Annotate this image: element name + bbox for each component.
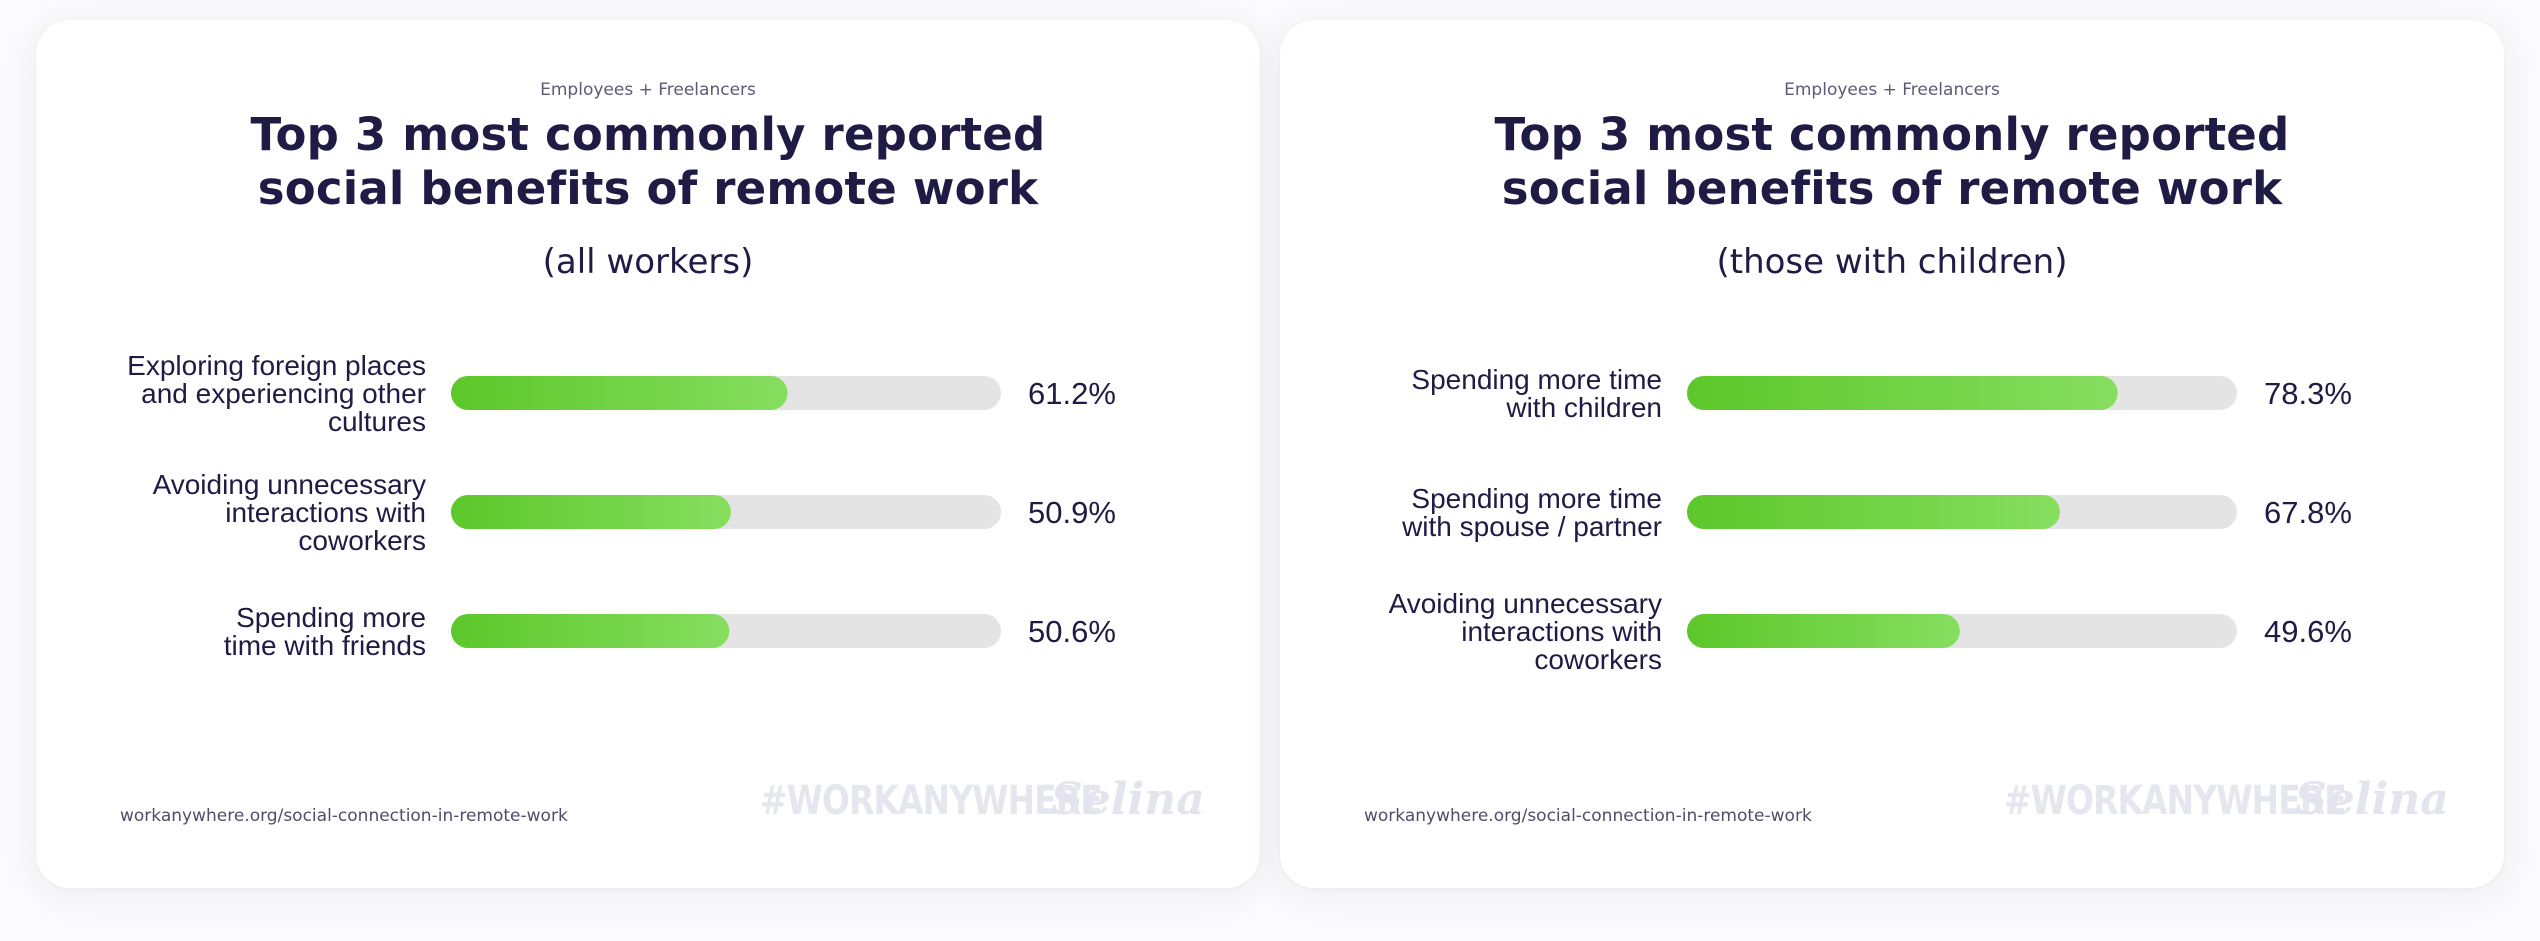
chart-title-line-2: social benefits of remote work <box>257 162 1039 215</box>
bar-value <box>1687 495 2060 529</box>
category-label-line: Spending more time <box>1411 483 1662 514</box>
chart-subtitle: (those with children) <box>1716 242 2068 282</box>
bar-chart-all-workers: Exploring foreign places and experiencing… <box>127 350 1116 661</box>
category-label-line: Spending more <box>236 602 426 633</box>
bar-row: Avoiding unnecessary interactions with cow… <box>1389 588 2352 675</box>
category-label-line: time with friends <box>224 630 426 661</box>
value-label: 61.2% <box>1028 376 1116 411</box>
chart-title-line-1: Top 3 most commonly reported <box>250 108 1046 161</box>
category-label-line: and experiencing other <box>141 378 426 409</box>
category-label: Spending more time with friends <box>224 602 426 661</box>
value-label: 50.6% <box>1028 614 1116 649</box>
card-content: Employees + Freelancers Top 3 most commo… <box>1280 20 2504 888</box>
source-url: workanywhere.org/social-connection-in-re… <box>1364 806 1812 826</box>
bar-row: Avoiding unnecessary interactions with cow… <box>153 469 1116 556</box>
chart-eyebrow: Employees + Freelancers <box>1784 80 2000 100</box>
chart-title-line-1: Top 3 most commonly reported <box>1494 108 2290 161</box>
category-label: Spending more time with children <box>1411 364 1662 423</box>
category-label: Exploring foreign places and experiencing… <box>127 350 426 437</box>
value-label: 50.9% <box>1028 495 1116 530</box>
category-label-line: coworkers <box>1534 644 1662 675</box>
bar-value <box>451 614 730 648</box>
chart-eyebrow: Employees + Freelancers <box>540 80 756 100</box>
brand-logo: Selina <box>1051 774 1205 825</box>
chart-title: Top 3 most commonly reported social bene… <box>1280 108 2504 216</box>
source-url: workanywhere.org/social-connection-in-re… <box>120 806 568 826</box>
bar-row: Spending more time with friends 50.6% <box>224 602 1116 661</box>
value-label: 78.3% <box>2264 376 2352 411</box>
chart-card-all-workers: Employees + Freelancers Top 3 most commo… <box>36 20 1260 888</box>
card-content: Employees + Freelancers Top 3 most commo… <box>36 20 1260 888</box>
category-label: Spending more time with spouse / partner <box>1401 483 1662 542</box>
bar-chart-with-children: Spending more time with children 78.3%Spen… <box>1389 364 2352 675</box>
category-label-line: with children <box>1505 392 1662 423</box>
category-label-line: interactions with <box>225 497 426 528</box>
chart-title: Top 3 most commonly reported social bene… <box>36 108 1260 216</box>
category-label-line: coworkers <box>298 525 426 556</box>
bar-row: Spending more time with spouse / partner 6… <box>1401 483 2352 542</box>
bar-value <box>451 495 731 529</box>
value-label: 49.6% <box>2264 614 2352 649</box>
category-label-line: with spouse / partner <box>1401 511 1662 542</box>
category-label-line: Avoiding unnecessary <box>1389 588 1662 619</box>
brand-logo: Selina <box>2295 774 2449 825</box>
category-label: Avoiding unnecessary interactions with cow… <box>153 469 426 556</box>
category-label-line: Spending more time <box>1411 364 1662 395</box>
bar-row: Exploring foreign places and experiencing… <box>127 350 1116 437</box>
bar-row: Spending more time with children 78.3% <box>1411 364 2351 423</box>
category-label-line: Exploring foreign places <box>127 350 426 381</box>
chart-title-line-2: social benefits of remote work <box>1501 162 2283 215</box>
chart-card-with-children: Employees + Freelancers Top 3 most commo… <box>1280 20 2504 888</box>
chart-subtitle: (all workers) <box>542 242 754 282</box>
category-label-line: interactions with <box>1461 616 1662 647</box>
category-label-line: cultures <box>328 406 426 437</box>
category-label-line: Avoiding unnecessary <box>153 469 426 500</box>
hashtag-watermark: #WORKANYWHERE <box>2004 778 2347 824</box>
bar-value <box>1687 614 1960 648</box>
hashtag-watermark: #WORKANYWHERE <box>760 778 1103 824</box>
value-label: 67.8% <box>2264 495 2352 530</box>
category-label: Avoiding unnecessary interactions with cow… <box>1389 588 1662 675</box>
bar-value <box>451 376 788 410</box>
bar-value <box>1687 376 2118 410</box>
